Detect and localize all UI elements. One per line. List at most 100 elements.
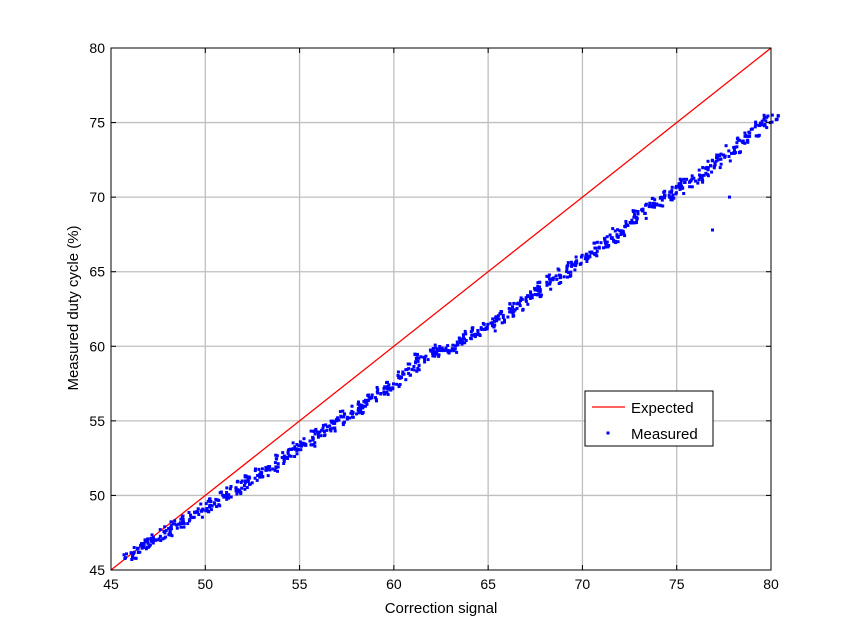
measured-marker <box>500 321 504 325</box>
measured-marker <box>668 195 672 199</box>
measured-marker <box>706 174 710 178</box>
measured-marker <box>491 317 495 321</box>
measured-marker <box>179 525 183 529</box>
measured-marker <box>351 412 354 416</box>
measured-marker <box>334 418 338 422</box>
measured-marker <box>189 515 193 519</box>
measured-marker <box>437 354 441 358</box>
measured-marker <box>732 147 736 151</box>
measured-marker <box>663 189 667 193</box>
measured-marker <box>235 492 239 496</box>
measured-marker <box>199 509 203 513</box>
measured-marker <box>667 193 671 197</box>
measured-marker <box>236 479 240 483</box>
measured-marker <box>148 543 152 547</box>
measured-marker <box>325 428 329 432</box>
measured-point <box>264 462 280 473</box>
measured-marker <box>260 467 264 471</box>
measured-marker <box>710 170 714 174</box>
measured-marker <box>569 260 573 264</box>
measured-marker <box>173 522 177 526</box>
measured-marker <box>700 174 704 178</box>
measured-marker <box>311 438 315 442</box>
measured-marker <box>446 344 450 348</box>
measured-point <box>728 195 731 199</box>
measured-marker <box>276 462 280 466</box>
measured-marker <box>225 497 229 501</box>
measured-marker <box>234 486 238 490</box>
expected-line <box>110 47 772 571</box>
measured-marker <box>250 481 254 485</box>
measured-marker <box>670 189 674 193</box>
measured-marker <box>295 452 299 456</box>
measured-marker <box>215 498 219 502</box>
measured-marker <box>632 210 635 213</box>
measured-marker <box>547 273 551 277</box>
measured-marker <box>678 177 682 181</box>
measured-marker <box>758 124 762 128</box>
measured-marker <box>229 495 233 499</box>
y-tick-label: 60 <box>89 338 105 354</box>
y-tick-label: 65 <box>89 264 105 280</box>
measured-marker <box>630 221 633 225</box>
measured-marker <box>718 166 722 170</box>
measured-marker <box>215 505 219 508</box>
measured-marker <box>355 412 359 416</box>
measured-marker <box>690 174 694 178</box>
measured-marker <box>358 405 362 409</box>
measured-marker <box>524 296 528 300</box>
measured-marker <box>447 351 451 355</box>
measured-marker <box>243 475 247 479</box>
measured-marker <box>570 264 574 268</box>
measured-marker <box>389 388 393 392</box>
measured-marker <box>760 119 764 123</box>
measured-marker <box>293 455 297 458</box>
legend: Expected Measured <box>584 390 714 447</box>
measured-marker <box>690 177 694 181</box>
measured-marker <box>258 472 262 476</box>
measured-point <box>149 533 168 543</box>
measured-marker <box>431 347 435 350</box>
measured-marker <box>518 302 521 306</box>
measured-marker <box>462 334 465 338</box>
measured-marker <box>433 350 436 354</box>
measured-point <box>735 134 750 145</box>
measured-marker <box>696 181 700 185</box>
measured-marker <box>150 533 154 537</box>
measured-marker <box>493 329 497 333</box>
measured-marker <box>449 349 453 353</box>
measured-marker <box>310 443 313 447</box>
measured-marker <box>208 497 212 501</box>
measured-marker <box>178 521 182 525</box>
measured-marker <box>672 196 676 200</box>
measured-marker <box>298 440 302 444</box>
measured-marker <box>419 355 423 359</box>
measured-marker <box>640 208 644 212</box>
measured-point <box>481 321 497 333</box>
measured-marker <box>142 541 146 545</box>
measured-marker <box>357 411 361 415</box>
measured-marker <box>626 224 630 227</box>
measured-marker <box>463 341 467 345</box>
measured-marker <box>291 447 295 451</box>
measured-marker <box>453 347 457 351</box>
measured-marker <box>574 264 578 268</box>
measured-marker <box>417 356 421 360</box>
measured-marker <box>574 255 578 259</box>
measured-marker <box>182 525 186 529</box>
measured-marker <box>528 296 532 300</box>
measured-marker <box>717 153 721 157</box>
measured-marker <box>322 430 326 433</box>
measured-marker <box>286 448 290 452</box>
measured-marker <box>692 176 696 180</box>
measured-marker <box>273 468 277 472</box>
measured-marker <box>431 351 435 355</box>
measured-marker <box>533 288 537 292</box>
measured-marker <box>503 320 506 324</box>
measured-marker <box>228 487 232 491</box>
measured-marker <box>329 429 333 433</box>
measured-marker <box>246 480 250 483</box>
measured-marker <box>140 545 144 549</box>
measured-marker <box>196 507 200 511</box>
measured-marker <box>710 158 714 162</box>
